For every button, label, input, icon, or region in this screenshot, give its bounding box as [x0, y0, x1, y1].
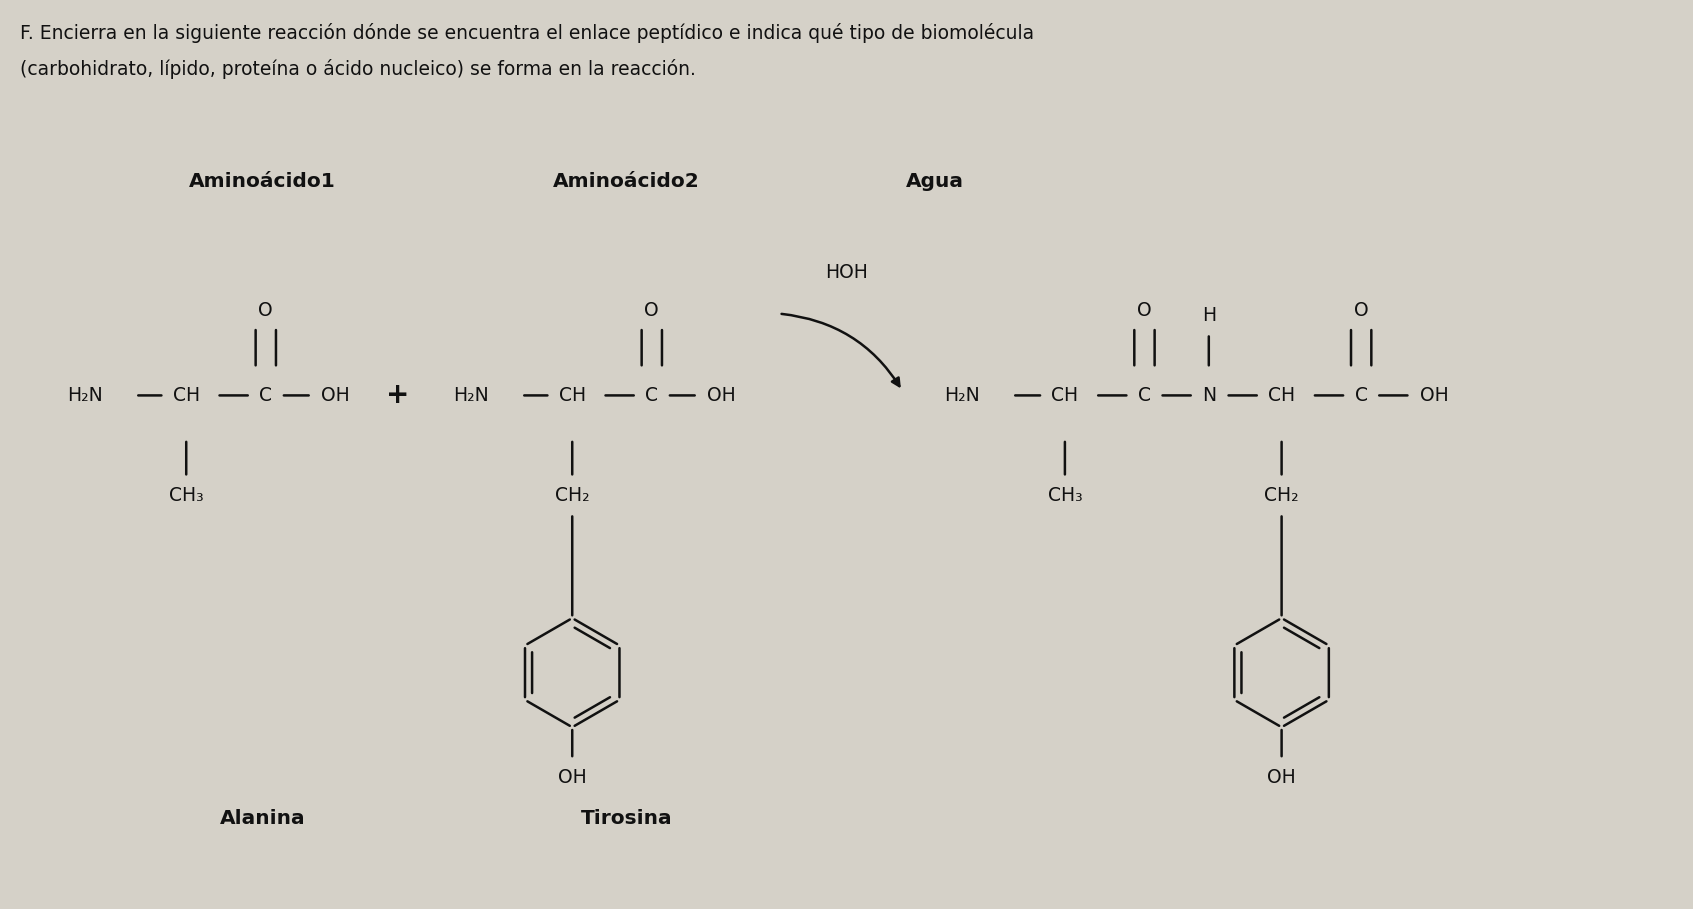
- Text: CH: CH: [1051, 386, 1078, 405]
- Text: Tirosina: Tirosina: [581, 809, 672, 827]
- Text: (carbohidrato, lípido, proteína o ácido nucleico) se forma en la reacción.: (carbohidrato, lípido, proteína o ácido …: [20, 59, 696, 79]
- Text: OH: OH: [1420, 386, 1448, 405]
- Text: C: C: [645, 386, 659, 405]
- Text: CH: CH: [559, 386, 586, 405]
- Text: OH: OH: [322, 386, 349, 405]
- Text: H: H: [1202, 306, 1216, 325]
- Text: O: O: [645, 302, 659, 320]
- Text: CH₂: CH₂: [555, 486, 589, 504]
- Text: OH: OH: [559, 768, 586, 786]
- Text: HOH: HOH: [824, 264, 869, 282]
- Text: H₂N: H₂N: [943, 386, 980, 405]
- Text: Aminoácido1: Aminoácido1: [190, 173, 335, 191]
- Text: +: +: [386, 382, 410, 409]
- Text: Agua: Agua: [906, 173, 963, 191]
- Text: O: O: [1138, 302, 1151, 320]
- Text: C: C: [1354, 386, 1368, 405]
- Text: CH₂: CH₂: [1265, 486, 1299, 504]
- Text: Aminoácido2: Aminoácido2: [554, 173, 699, 191]
- Text: C: C: [1138, 386, 1151, 405]
- Text: O: O: [1354, 302, 1368, 320]
- Text: F. Encierra en la siguiente reacción dónde se encuentra el enlace peptídico e in: F. Encierra en la siguiente reacción dón…: [20, 23, 1034, 43]
- Text: Alanina: Alanina: [220, 809, 305, 827]
- Text: CH₃: CH₃: [1048, 486, 1082, 504]
- Text: C: C: [259, 386, 273, 405]
- Text: N: N: [1202, 386, 1216, 405]
- Text: O: O: [259, 302, 273, 320]
- Text: OH: OH: [1268, 768, 1295, 786]
- Text: CH: CH: [1268, 386, 1295, 405]
- Text: H₂N: H₂N: [66, 386, 103, 405]
- Text: OH: OH: [708, 386, 735, 405]
- Text: CH: CH: [173, 386, 200, 405]
- Text: H₂N: H₂N: [452, 386, 489, 405]
- Text: CH₃: CH₃: [169, 486, 203, 504]
